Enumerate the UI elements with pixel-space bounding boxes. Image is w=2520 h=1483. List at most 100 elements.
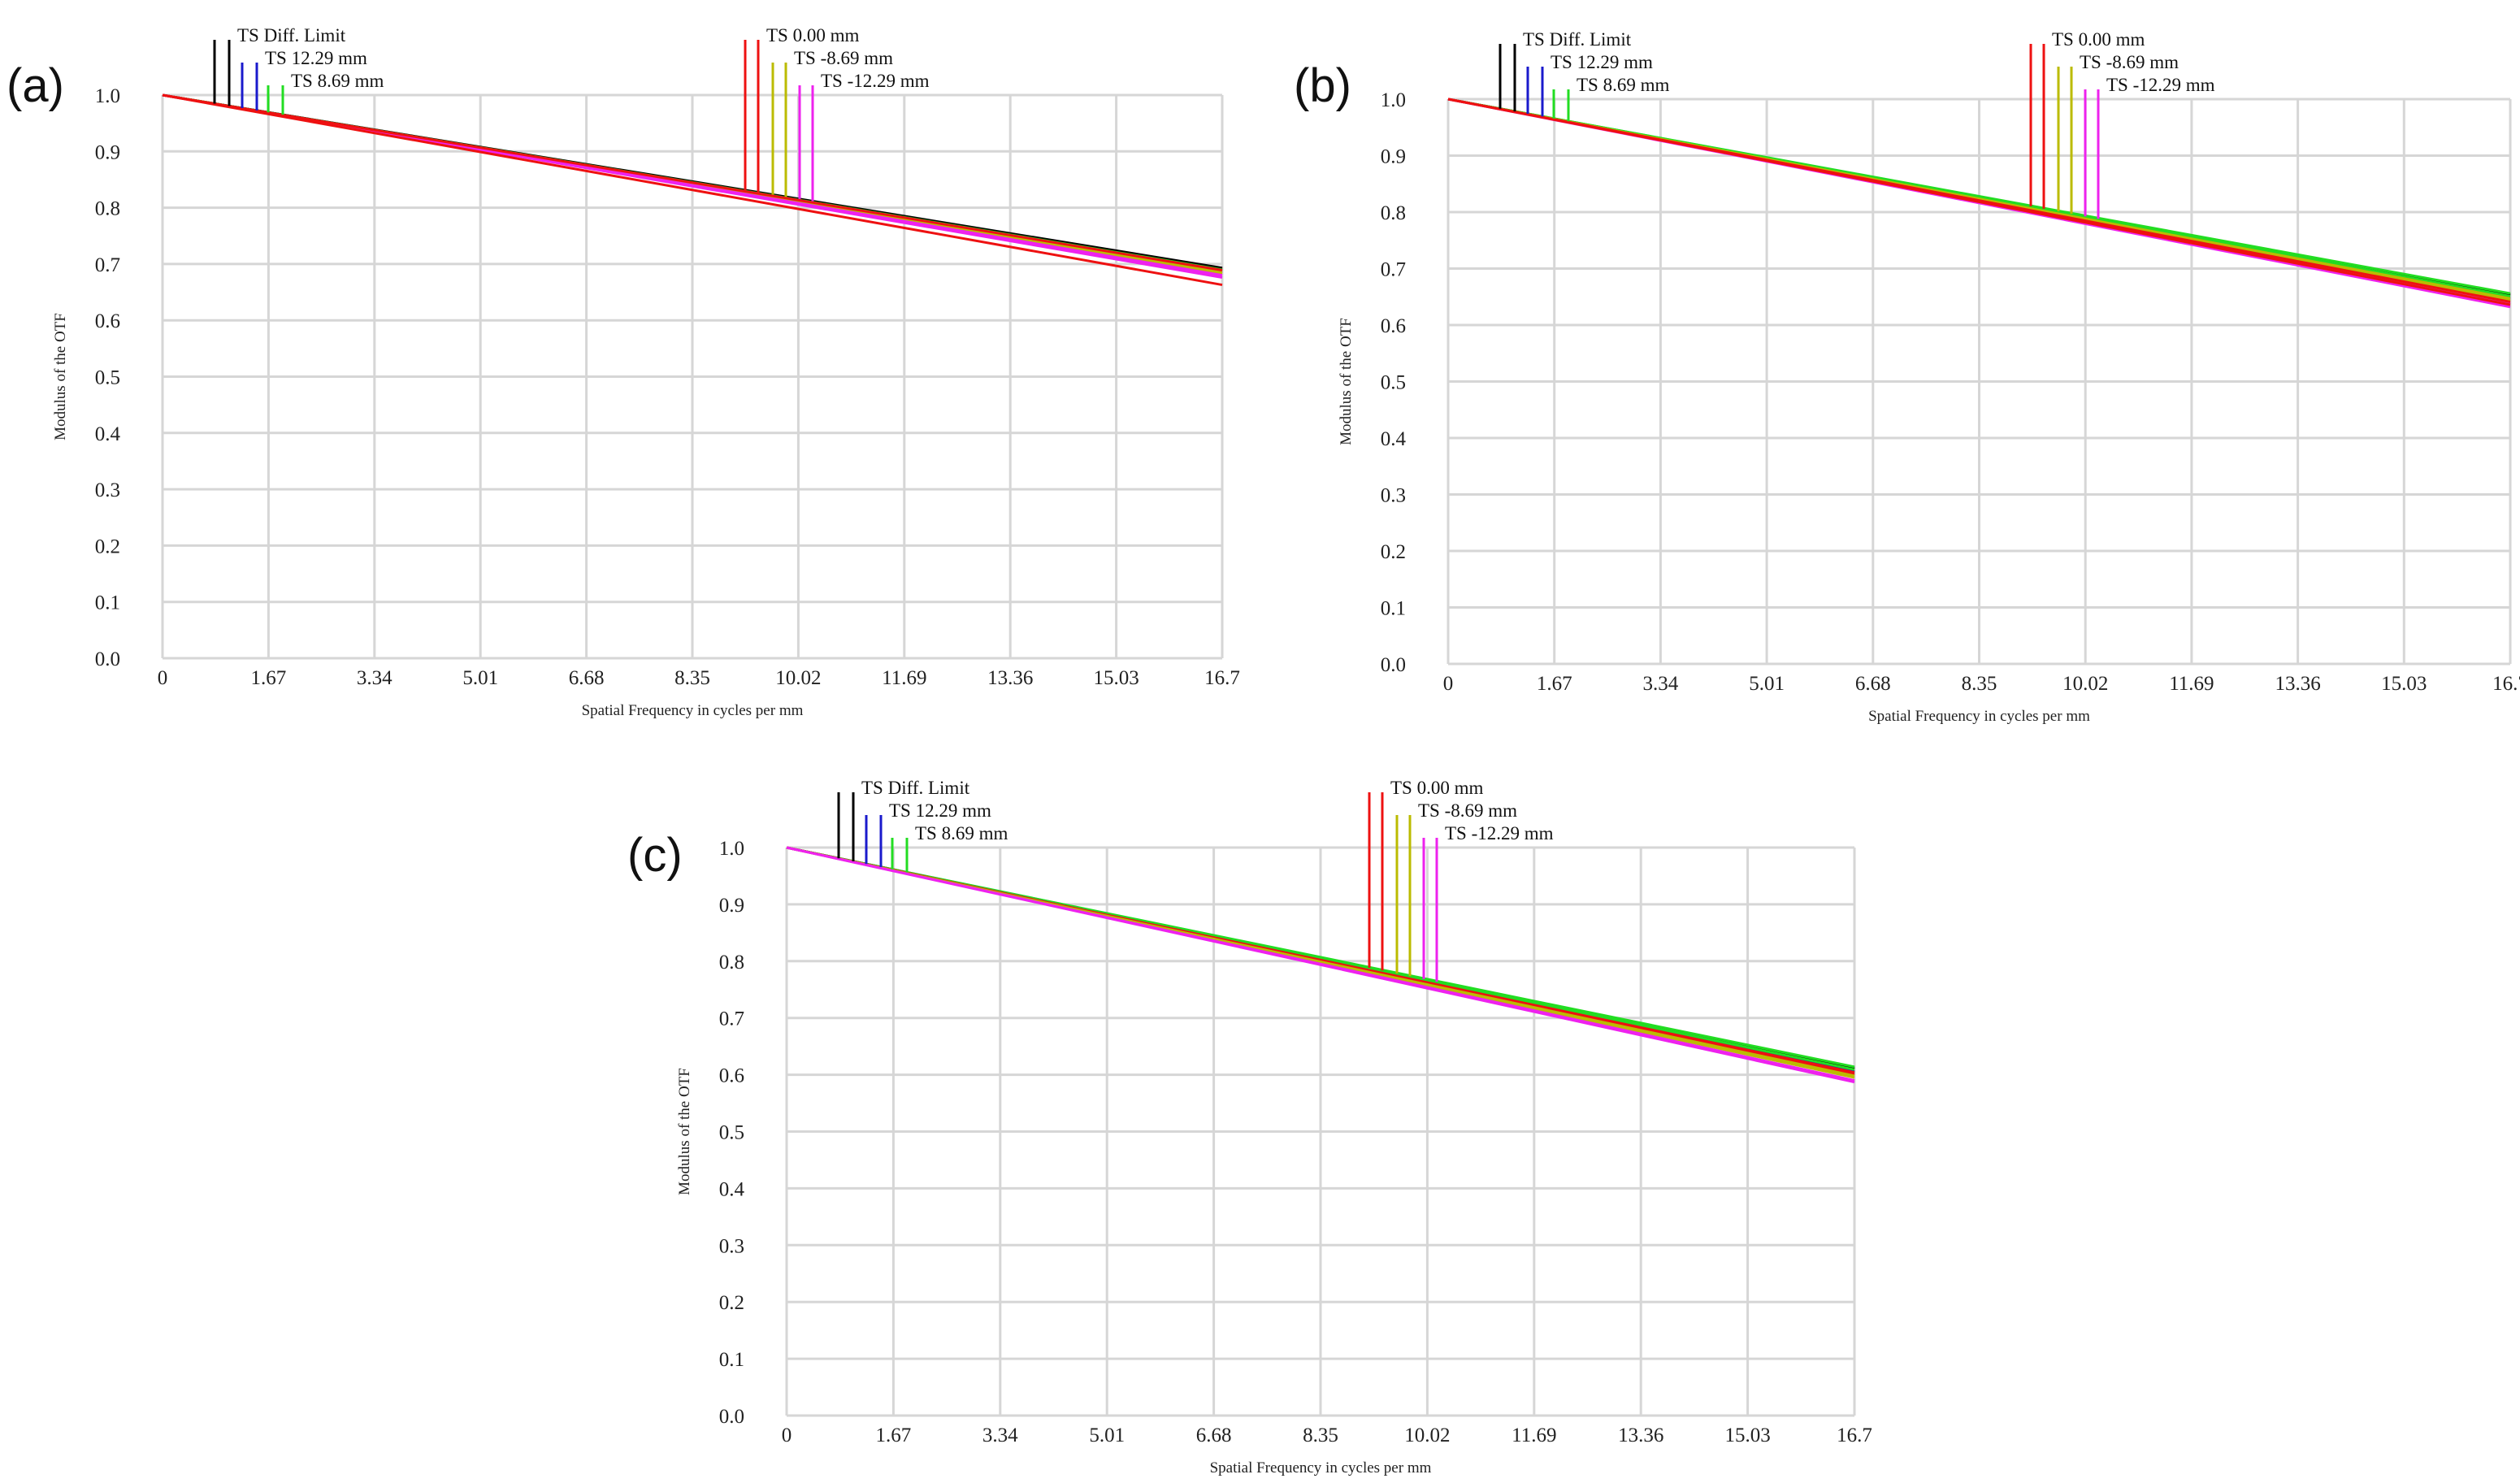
y-tick-label: 0.6 [1381,315,1406,337]
x-axis-title: Spatial Frequency in cycles per mm [1210,1459,1432,1476]
x-tick-label: 16.7 [2492,673,2520,695]
x-tick-label: 15.03 [1093,667,1139,689]
y-tick-label: 0.9 [719,895,744,917]
x-tick-label: 8.35 [1303,1424,1338,1446]
x-axis-title: Spatial Frequency in cycles per mm [1868,708,2090,725]
x-tick-label: 15.03 [2381,673,2427,695]
legend-label: TS 8.69 mm [915,823,1008,843]
x-tick-label: 10.02 [2062,673,2108,695]
legend-label: TS 0.00 mm [2052,29,2145,50]
y-axis-title: Modulus of the OTF [52,313,69,440]
x-tick-label: 5.01 [1089,1424,1125,1446]
series-line-ts-0-00-mm-s [1447,98,2511,306]
x-tick-label: 0 [782,1424,792,1446]
x-tick-label: 5.01 [1749,673,1785,695]
x-tick-label: 1.67 [1537,673,1572,695]
x-tick-label: 15.03 [1724,1424,1770,1446]
x-tick-label: 1.67 [251,667,287,689]
y-axis-title: Modulus of the OTF [1338,318,1355,445]
x-tick-label: 13.36 [1618,1424,1663,1446]
legend-label: TS 12.29 mm [1551,52,1653,72]
x-tick-label: 5.01 [462,667,498,689]
legend-label: TS -12.29 mm [821,71,930,91]
x-tick-label: 11.69 [1512,1424,1556,1446]
series-line-ts-12-29-mm-s [786,846,1855,1084]
legend-label: TS -8.69 mm [2080,52,2179,72]
panel-label: (a) [7,59,64,112]
y-tick-label: 0.3 [1381,485,1406,507]
x-tick-label: 8.35 [1962,673,1997,695]
x-tick-label: 16.7 [1837,1424,1872,1446]
y-tick-label: 0.0 [95,648,120,670]
chart-panel-3: (c) 0 1.67 3.34 5.01 6.68 8.35 10.02 11.69 13.36 1… [627,778,1872,1476]
y-tick-label: 0.9 [95,141,120,163]
x-tick-label: 6.68 [1196,1424,1232,1446]
x-tick-label: 3.34 [357,667,393,689]
legend-label: TS 12.29 mm [889,800,991,821]
legend-label: TS Diff. Limit [861,778,970,798]
y-tick-label: 0.7 [1381,259,1406,281]
y-tick-label: 0.3 [719,1235,744,1257]
y-tick-label: 0.0 [719,1406,744,1428]
chart-panel-1: (a) 0 1.67 3.34 5.01 6.68 8.35 10.02 11.69 13.36 1… [7,25,1240,719]
y-tick-label: 0.6 [95,310,120,332]
legend-label: TS 0.00 mm [1390,778,1483,798]
y-tick-label: 0.2 [1381,541,1406,563]
series-line-ts-0-00-mm-s [162,93,1223,272]
x-tick-label: 11.69 [2169,673,2214,695]
y-tick-label: 0.4 [719,1178,745,1200]
x-tick-label: 10.02 [775,667,821,689]
x-tick-label: 13.36 [987,667,1033,689]
y-tick-label: 0.8 [1381,202,1406,224]
series-line-ts-0-00-mm-t [162,93,1223,287]
y-tick-label: 0.1 [1381,598,1406,620]
x-tick-label: 6.68 [1855,673,1891,695]
x-tick-label: 1.67 [876,1424,912,1446]
y-tick-label: 1.0 [1381,89,1406,111]
y-tick-label: 0.0 [1381,654,1406,676]
y-tick-label: 0.4 [1381,428,1407,450]
panel-label: (b) [1294,59,1351,112]
y-tick-label: 0.8 [95,198,120,220]
legend-label: TS -12.29 mm [1445,823,1554,843]
y-tick-label: 0.9 [1381,146,1406,168]
x-tick-label: 10.02 [1404,1424,1450,1446]
x-axis-title: Spatial Frequency in cycles per mm [582,702,804,719]
x-tick-label: 8.35 [674,667,710,689]
y-tick-label: 1.0 [95,85,120,107]
legend-label: TS Diff. Limit [237,25,346,46]
legend-label: TS 0.00 mm [766,25,859,46]
x-tick-label: 3.34 [1643,673,1679,695]
legend-label: TS Diff. Limit [1523,29,1632,50]
y-tick-label: 0.6 [719,1065,744,1087]
y-tick-label: 0.2 [95,536,120,557]
x-tick-label: 16.7 [1204,667,1240,689]
x-tick-label: 6.68 [569,667,605,689]
y-tick-label: 0.7 [95,254,120,276]
y-tick-label: 0.5 [719,1122,744,1144]
x-tick-label: 11.69 [882,667,926,689]
x-tick-label: 0 [1443,673,1454,695]
y-tick-label: 0.5 [95,367,120,389]
legend-label: TS -8.69 mm [794,48,893,68]
legend-label: TS -12.29 mm [2106,75,2215,95]
y-tick-label: 0.1 [95,592,120,614]
y-tick-label: 0.2 [719,1292,744,1314]
x-tick-label: 0 [158,667,168,689]
x-tick-label: 3.34 [982,1424,1018,1446]
legend-label: TS 12.29 mm [265,48,367,68]
x-tick-label: 13.36 [2275,673,2320,695]
chart-panel-2: (b) 0 1.67 3.34 5.01 6.68 8.35 10.02 11.69 13.36 1… [1294,29,2520,725]
y-tick-label: 0.5 [1381,372,1406,394]
y-tick-label: 1.0 [719,838,744,860]
y-tick-label: 0.8 [719,952,744,973]
legend-label: TS 8.69 mm [1577,75,1669,95]
y-tick-label: 0.1 [719,1349,744,1371]
y-tick-label: 0.4 [95,423,121,445]
y-axis-title: Modulus of the OTF [676,1068,693,1195]
y-tick-label: 0.3 [95,479,120,501]
panel-label: (c) [627,829,683,882]
y-tick-label: 0.7 [719,1008,744,1030]
legend-label: TS -8.69 mm [1418,800,1517,821]
